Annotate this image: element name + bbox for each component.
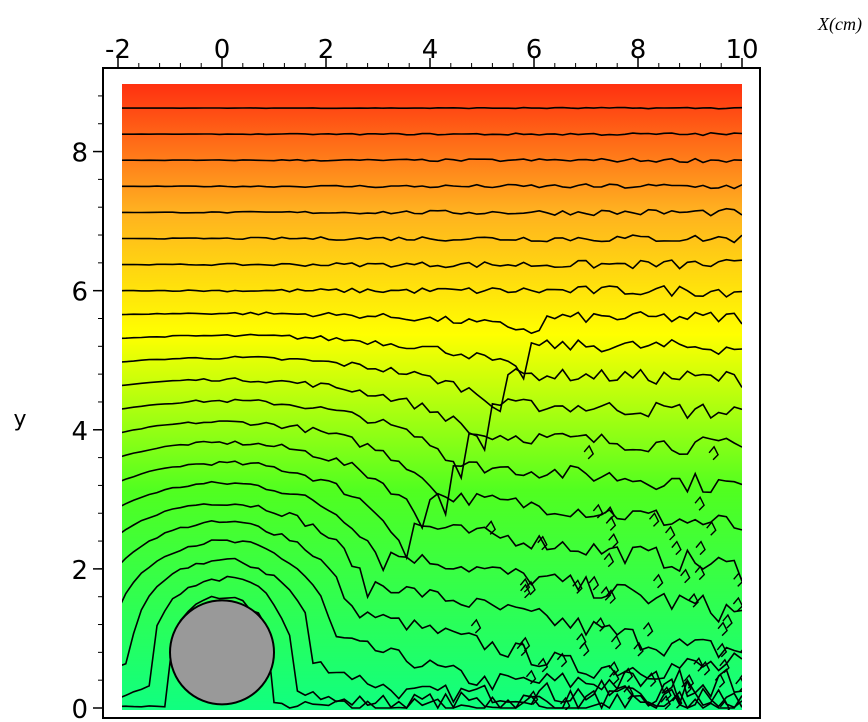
contour-line: [122, 557, 742, 709]
x-unit-label: X(cm): [817, 14, 862, 35]
contour-fragment: [719, 699, 731, 710]
contour-fragment: [694, 495, 705, 511]
y-tick-label: 8: [71, 139, 88, 169]
contour-fragment: [485, 520, 497, 535]
x-tick-label: 10: [725, 35, 758, 65]
contour-fragment: [642, 621, 654, 637]
contour-fragment: [605, 516, 617, 531]
contour-fragment: [576, 632, 587, 648]
contour-fragment: [694, 565, 706, 581]
contour-line: [122, 440, 742, 531]
contour-fragment: [525, 669, 537, 685]
contour-fragment: [648, 512, 660, 527]
contour-fragment: [608, 533, 619, 548]
contour-fragment: [610, 634, 622, 650]
obstacle-circle: [169, 599, 275, 706]
contour-fragment: [560, 696, 571, 710]
contour-line: [122, 355, 742, 413]
contour-fragment: [706, 520, 717, 536]
y-tick-label: 6: [71, 278, 88, 308]
x-tick-label: 8: [630, 35, 647, 65]
contour-fragment: [672, 693, 683, 709]
contour-fragment: [470, 618, 482, 634]
x-tick-label: 6: [526, 35, 543, 65]
contour-fragment: [633, 641, 644, 657]
x-tick-label: 0: [214, 35, 231, 65]
contour-fragment: [665, 525, 676, 541]
contour-fragment: [722, 613, 733, 629]
contour-fragment: [623, 684, 634, 700]
contour-fragment: [719, 658, 730, 674]
contour-fragment: [556, 652, 568, 668]
contour-line: [122, 480, 742, 624]
contour-fragment: [735, 676, 742, 692]
contour-line: [122, 157, 742, 164]
contour-fragment: [519, 577, 531, 593]
contour-fragment: [516, 641, 528, 657]
contour-fragment: [527, 690, 539, 706]
contour-fragment: [600, 586, 612, 601]
y-tick-label: 4: [71, 417, 88, 447]
contour-line: [122, 234, 742, 244]
contour-fragment: [537, 657, 549, 673]
y-tick-label: 2: [71, 556, 88, 586]
contour-fragment: [572, 579, 583, 594]
contour-fragment: [671, 540, 682, 556]
contour-fragment: [683, 673, 695, 689]
contour-fragment: [688, 592, 699, 608]
x-tick-label: 2: [318, 35, 335, 65]
contour-fragment: [519, 636, 531, 652]
contour-fragment: [716, 642, 728, 658]
contour-fragment: [693, 657, 704, 672]
contour-fragment: [681, 679, 692, 695]
contour-fragment: [733, 572, 742, 587]
contour-line: [122, 310, 742, 335]
contour-line: [122, 460, 742, 582]
contour-line: [122, 575, 742, 710]
contour-fragment: [595, 616, 606, 632]
contour-fragment: [660, 694, 671, 710]
contour-fragment: [525, 580, 536, 596]
y-tick-label: 0: [71, 695, 88, 722]
contour-fragment: [708, 445, 719, 461]
contour-fragment: [695, 540, 706, 556]
x-tick-label: 4: [422, 35, 439, 65]
contour-line: [122, 519, 742, 680]
contour-fragment: [588, 575, 600, 591]
contour-fragment: [622, 667, 634, 683]
contour-fragment: [605, 589, 616, 604]
x-axis-ticks: -2 0 2 4 6 8 10: [105, 35, 759, 68]
contour-fragment: [717, 621, 728, 637]
contour-fragment: [592, 503, 604, 519]
contour-fragment: [583, 444, 595, 460]
contour-line: [122, 398, 742, 481]
contour-fragment: [653, 573, 664, 589]
contour-fragment: [608, 660, 620, 676]
contour-fragment: [537, 535, 548, 551]
contour-line: [122, 539, 742, 699]
y-axis-ticks: 0 2 4 6 8: [71, 95, 103, 722]
contour-fragment: [680, 568, 691, 584]
x-tick-label: -2: [105, 35, 131, 65]
contour-line: [122, 258, 742, 270]
contour-line: [122, 595, 742, 710]
contour-fragment: [609, 669, 620, 685]
contour-line: [122, 106, 742, 110]
contour-fragment: [645, 672, 657, 687]
contour-lines: [122, 106, 742, 710]
contour-line: [122, 377, 742, 453]
y-axis-label: y: [13, 407, 26, 432]
contour-fragment: [732, 596, 742, 612]
contour-line: [122, 131, 742, 137]
contour-fragment: [603, 552, 615, 568]
contour-line: [122, 183, 742, 190]
contour-line: [122, 333, 742, 381]
contour-line: [122, 420, 742, 518]
contour-line: [122, 207, 742, 217]
contour-fragment: [661, 686, 672, 701]
contour-line: [122, 284, 742, 298]
contour-fragment: [714, 673, 726, 688]
